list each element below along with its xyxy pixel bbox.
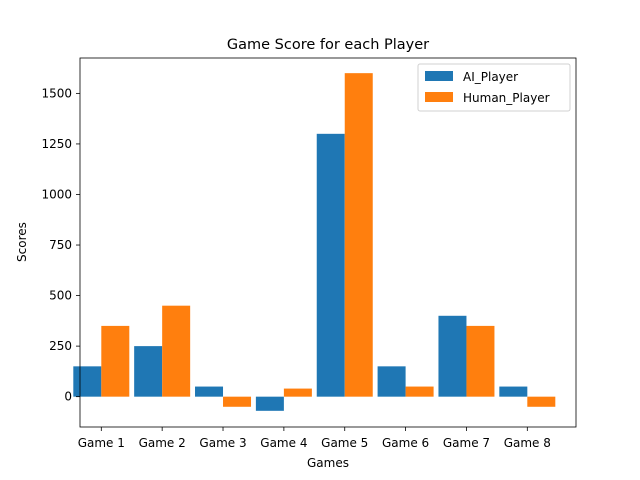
bar-human-player-7 — [466, 325, 495, 397]
x-tick-label-2: Game 2 — [139, 436, 186, 450]
bar-human-player-5 — [344, 73, 373, 397]
x-tick-label-4: Game 4 — [260, 436, 307, 450]
y-tick-label-250: 250 — [49, 339, 72, 353]
bar-ai-player-6 — [377, 366, 406, 397]
bar-human-player-1 — [101, 325, 130, 397]
bar-human-player-6 — [405, 386, 434, 397]
y-tick-label-1000: 1000 — [41, 187, 72, 201]
x-tick-label-3: Game 3 — [199, 436, 246, 450]
chart-title: Game Score for each Player — [227, 37, 429, 53]
legend-box — [417, 63, 571, 112]
y-tick-label-500: 500 — [49, 289, 72, 303]
axes-frame — [79, 57, 577, 428]
x-tick-label-1: Game 1 — [78, 436, 125, 450]
x-axis-label: Games — [307, 456, 349, 470]
x-tick-label-7: Game 7 — [443, 436, 490, 450]
bar-ai-player-8 — [499, 386, 528, 397]
y-tick-label-1500: 1500 — [41, 86, 72, 100]
bar-ai-player-4 — [255, 396, 284, 411]
y-tick-label-750: 750 — [49, 238, 72, 252]
bar-human-player-2 — [162, 305, 191, 397]
bar-human-player-8 — [527, 396, 556, 407]
y-tick-label-1250: 1250 — [41, 137, 72, 151]
bar-ai-player-3 — [195, 386, 224, 397]
bar-ai-player-5 — [316, 133, 345, 397]
legend-label-ai-player: AI_Player — [463, 70, 518, 84]
bar-ai-player-1 — [73, 366, 102, 397]
x-tick-label-6: Game 6 — [382, 436, 429, 450]
y-tick-label-0: 0 — [64, 390, 72, 404]
bar-ai-player-2 — [134, 346, 163, 397]
legend-swatch-human-player — [425, 92, 453, 102]
bar-human-player-4 — [283, 388, 312, 397]
x-tick-label-8: Game 8 — [504, 436, 551, 450]
y-axis-label: Scores — [15, 222, 29, 262]
bar-ai-player-7 — [438, 315, 467, 397]
legend-label-human-player: Human_Player — [463, 91, 550, 105]
plot-area: 0 250 500 750 1000 1250 1500 Game 1 Game 2 Game 3… — [41, 57, 577, 450]
legend-swatch-ai-player — [425, 71, 453, 81]
bar-human-player-3 — [223, 396, 252, 407]
x-tick-label-5: Game 5 — [321, 436, 368, 450]
